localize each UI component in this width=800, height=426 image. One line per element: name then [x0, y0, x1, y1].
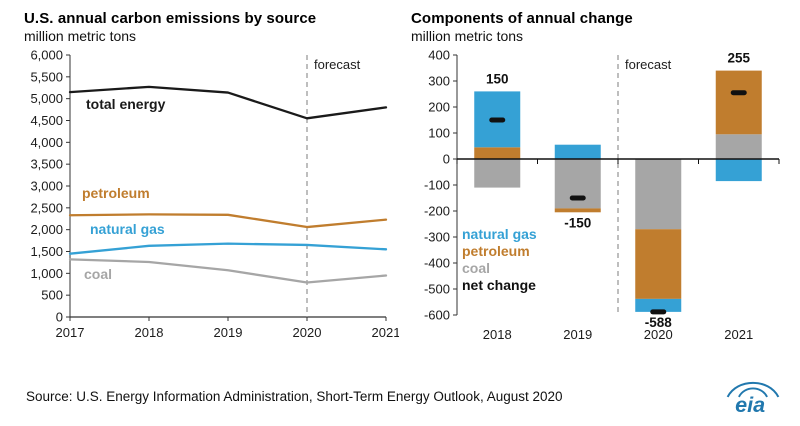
legend-label-coal: coal: [462, 260, 490, 276]
x-axis-tick-label: 2019: [214, 325, 243, 340]
y-axis-tick-label: 4,000: [30, 135, 63, 150]
forecast-label: forecast: [625, 57, 672, 72]
y-axis-tick-label: 4,500: [30, 113, 63, 128]
y-axis-tick-label: -200: [424, 204, 450, 219]
y-axis-tick-label: 5,000: [30, 91, 63, 106]
y-axis-tick-label: -300: [424, 230, 450, 245]
y-axis-tick-label: -100: [424, 178, 450, 193]
series-line-total: [68, 85, 388, 120]
y-axis-tick-label: 3,500: [30, 157, 63, 172]
bar-segment-petroleum: [635, 229, 682, 299]
bar-segment-coal: [474, 159, 521, 188]
source-note: Source: U.S. Energy Information Administ…: [26, 388, 563, 404]
x-axis-category-label: 2020: [644, 327, 673, 342]
bar-segment-natural_gas: [635, 298, 682, 312]
emissions-chart-panel: U.S. annual carbon emissions by source m…: [24, 10, 399, 352]
emissions-line-chart: 0 500 1,000 1,500 2,000 2,500 3,000 3,500 4,000 4…: [30, 48, 399, 341]
bar-segment-petroleum: [715, 70, 762, 135]
page-footer: Source: U.S. Energy Information Administ…: [26, 376, 784, 416]
y-axis-tick-label: 300: [428, 74, 450, 89]
bar-segment-coal: [715, 134, 762, 159]
bar-segment-coal: [635, 159, 682, 230]
y-axis-tick-label: 5,500: [30, 69, 63, 84]
annual-change-chart-subtitle: million metric tons: [411, 28, 524, 44]
annual-change-chart-title: Components of annual change: [411, 10, 633, 27]
bar-segment-natural_gas: [715, 159, 762, 182]
y-axis-tick-label: 1,500: [30, 244, 63, 259]
bar-segment-petroleum: [474, 147, 521, 159]
x-axis-tick-label: 2020: [293, 325, 322, 340]
y-axis-tick-label: 0: [443, 152, 450, 167]
bar-segment-petroleum: [554, 208, 601, 213]
bar-segment-natural_gas: [554, 144, 601, 159]
series-line-petroleum: [68, 213, 388, 229]
charts-row: U.S. annual carbon emissions by source m…: [24, 10, 793, 352]
logo-arc-inner: [738, 387, 768, 398]
net-change-marker: [569, 195, 586, 201]
y-axis-tick-label: 3,000: [30, 179, 63, 194]
net-change-marker: [489, 117, 506, 123]
x-axis-category-label: 2019: [563, 327, 592, 342]
emissions-chart-subtitle: million metric tons: [24, 28, 137, 44]
y-axis-tick-label: 6,000: [30, 48, 63, 63]
forecast-label: forecast: [314, 57, 361, 72]
logo-arc-outer: [726, 381, 780, 398]
legend-label-net: net change: [462, 277, 536, 293]
net-change-value-label: -588: [645, 315, 673, 330]
eia-logo-graphic: eia: [726, 381, 780, 416]
y-axis-tick-label: -400: [424, 256, 450, 271]
series-line-coal: [68, 258, 388, 284]
series-line-natural_gas: [68, 242, 388, 255]
x-axis-tick-label: 2017: [56, 325, 85, 340]
x-axis-category-label: 2021: [724, 327, 753, 342]
series-label-coal: coal: [84, 266, 112, 282]
y-axis-tick-label: -500: [424, 282, 450, 297]
series-label-natural_gas: natural gas: [90, 221, 165, 237]
y-axis-tick-label: 100: [428, 126, 450, 141]
y-axis-tick-label: -600: [424, 308, 450, 323]
net-change-marker: [650, 309, 667, 315]
y-axis-tick-label: 400: [428, 48, 450, 63]
bar-segment-coal: [554, 159, 601, 209]
legend-label-natural_gas: natural gas: [462, 226, 537, 242]
annual-change-chart-panel: Components of annual change million metr…: [411, 10, 793, 352]
y-axis-tick-label: 0: [56, 310, 63, 325]
emissions-chart-title: U.S. annual carbon emissions by source: [24, 10, 317, 27]
x-axis-tick-label: 2021: [372, 325, 399, 340]
net-change-value-label: 150: [486, 71, 509, 86]
y-axis-tick-label: 500: [41, 288, 63, 303]
x-axis-category-label: 2018: [483, 327, 512, 342]
y-axis-tick-label: 2,500: [30, 200, 63, 215]
annual-change-bar-chart: -600 -500 -400 -300 -200 -100 0 100 200 300 400 201…: [424, 48, 780, 342]
y-axis-tick-label: 2,000: [30, 222, 63, 237]
eia-logo: eia: [722, 376, 784, 416]
series-label-petroleum: petroleum: [82, 185, 150, 201]
net-change-value-label: 255: [727, 51, 750, 66]
x-axis-tick-label: 2018: [135, 325, 164, 340]
y-axis-tick-label: 200: [428, 100, 450, 115]
y-axis-tick-label: 1,000: [30, 266, 63, 281]
eia-logo-text: eia: [735, 392, 765, 416]
net-change-marker: [730, 90, 747, 96]
legend-label-petroleum: petroleum: [462, 243, 530, 259]
net-change-value-label: -150: [564, 215, 591, 230]
series-label-total: total energy: [86, 96, 166, 112]
